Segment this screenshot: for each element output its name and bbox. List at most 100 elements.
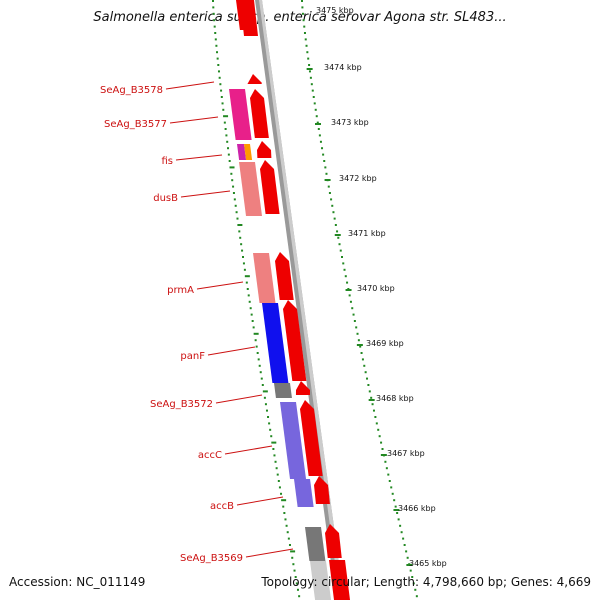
gene-label-accb: accB: [210, 501, 234, 512]
inner-tick: [225, 134, 228, 137]
inner-tick: [274, 460, 277, 463]
inner-tick: [218, 76, 221, 79]
inner-tick: [298, 595, 301, 598]
outer-tick: [415, 595, 418, 598]
map-title: Salmonella enterica subsp. enterica sero…: [93, 10, 507, 25]
outer-tick: [336, 230, 339, 233]
inner-tick: [280, 492, 283, 495]
outer-tick: [338, 243, 341, 246]
gene-label-seag-b3572: SeAg_B3572: [150, 399, 213, 410]
outer-tick: [313, 102, 316, 105]
arrow-bottom: [329, 560, 350, 600]
outer-tick: [318, 134, 321, 137]
inner-tick: [269, 428, 272, 431]
arrow-5: [275, 252, 294, 300]
inner-tick: [251, 320, 254, 322]
kbp-label-3465: 3465 kbp: [409, 559, 447, 568]
outer-tick: [355, 326, 358, 329]
inner-tick: [291, 556, 294, 559]
inner-tick: [290, 550, 296, 553]
kbp-label-3468: 3468 kbp: [376, 394, 414, 403]
inner-tick: [273, 454, 276, 457]
gene-leader-line: [215, 394, 263, 404]
arrow-6: [283, 300, 307, 381]
gene-leader-line: [169, 116, 219, 124]
outer-major-tick: [368, 399, 375, 401]
inner-tick: [277, 480, 280, 482]
inner-tick: [236, 217, 239, 220]
outer-tick: [312, 96, 315, 98]
outer-tick: [381, 448, 384, 450]
outer-tick: [343, 268, 346, 271]
inner-tick: [249, 307, 252, 310]
outer-tick: [349, 300, 352, 303]
outer-tick: [311, 89, 314, 92]
inner-tick: [242, 256, 245, 258]
arrow-9: [314, 476, 330, 504]
feature-seag-b3569: [305, 527, 326, 561]
outer-tick: [306, 51, 309, 54]
outer-tick: [372, 409, 375, 412]
outer-major-tick: [380, 454, 387, 456]
gene-label-fis: fis: [161, 156, 173, 167]
inner-tick: [239, 236, 242, 239]
outer-tick: [374, 416, 377, 418]
inner-tick: [246, 288, 249, 290]
outer-tick: [364, 371, 367, 374]
accession-text: Accession: NC_011149: [9, 575, 146, 589]
inner-tick: [257, 358, 260, 361]
inner-tick: [214, 32, 217, 34]
outer-tick: [384, 460, 387, 463]
inner-tick: [242, 262, 245, 265]
inner-tick: [247, 294, 250, 297]
outer-major-tick: [356, 344, 363, 346]
inner-tick: [217, 70, 220, 73]
inner-tick: [278, 486, 281, 489]
outer-tick: [316, 121, 319, 124]
outer-tick: [305, 44, 308, 47]
inner-tick: [285, 524, 288, 527]
feature-bottom: [310, 561, 332, 600]
inner-tick: [219, 83, 222, 86]
outer-tick: [356, 332, 359, 335]
outer-tick: [310, 83, 313, 86]
gene-label-dusb: dusB: [153, 193, 178, 204]
inner-tick: [240, 243, 243, 246]
inner-tick: [261, 384, 264, 386]
inner-tick: [286, 531, 289, 534]
outer-tick: [303, 25, 306, 28]
outer-tick: [315, 115, 318, 118]
feature-panf: [262, 303, 289, 383]
arrow-1: [247, 74, 262, 84]
outer-tick: [366, 377, 369, 380]
gene-label-seag-b3578: SeAg_B3578: [100, 85, 163, 96]
kbp-label-3471: 3471 kbp: [348, 229, 386, 238]
feature-seag-b3578: [229, 89, 252, 140]
feature-prma: [253, 253, 276, 303]
outer-tick: [327, 185, 330, 188]
arrow-4: [260, 160, 280, 214]
inner-tick: [237, 224, 243, 226]
outer-tick: [307, 57, 310, 60]
outer-tick: [337, 236, 340, 239]
inner-tick: [213, 19, 216, 22]
inner-tick: [262, 390, 268, 393]
outer-tick: [323, 160, 326, 162]
inner-tick: [253, 332, 259, 335]
outer-tick: [301, 0, 303, 2]
arrow-2: [250, 89, 269, 138]
kbp-labels: 3475 kbp 3474 kbp 3473 kbp 3472 kbp 3471…: [316, 6, 447, 568]
inner-tick: [283, 512, 286, 514]
outer-major-tick: [345, 289, 352, 291]
outer-tick: [353, 320, 356, 322]
inner-tick: [275, 467, 278, 470]
outer-tick: [402, 537, 405, 540]
outer-tick: [346, 281, 349, 284]
outer-tick: [391, 492, 394, 495]
outer-tick: [390, 486, 393, 489]
inner-tick: [216, 57, 219, 60]
inner-tick: [238, 230, 241, 233]
outer-tick-ring: [301, 0, 418, 598]
gene-labels: SeAg_B3578 SeAg_B3577 fis dusB prmA panF…: [100, 85, 243, 564]
